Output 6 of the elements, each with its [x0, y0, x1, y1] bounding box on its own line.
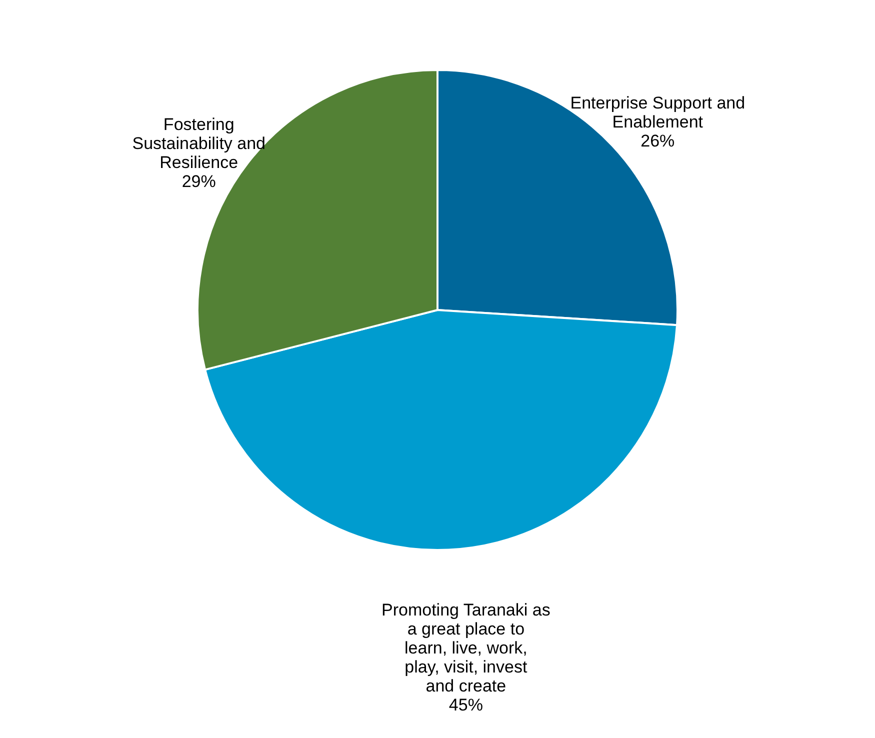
data-label: 45% — [448, 696, 483, 715]
slice-label: Enterprise Support and Enablement — [570, 93, 746, 132]
slice-label: Promoting Taranaki as a great place to learn, live, work, play, visit, invest and create — [382, 600, 550, 696]
data-label: 29% — [182, 172, 216, 191]
slice-label: Fostering Sustainability and Resilience — [132, 114, 266, 172]
data-label: 26% — [640, 131, 675, 150]
